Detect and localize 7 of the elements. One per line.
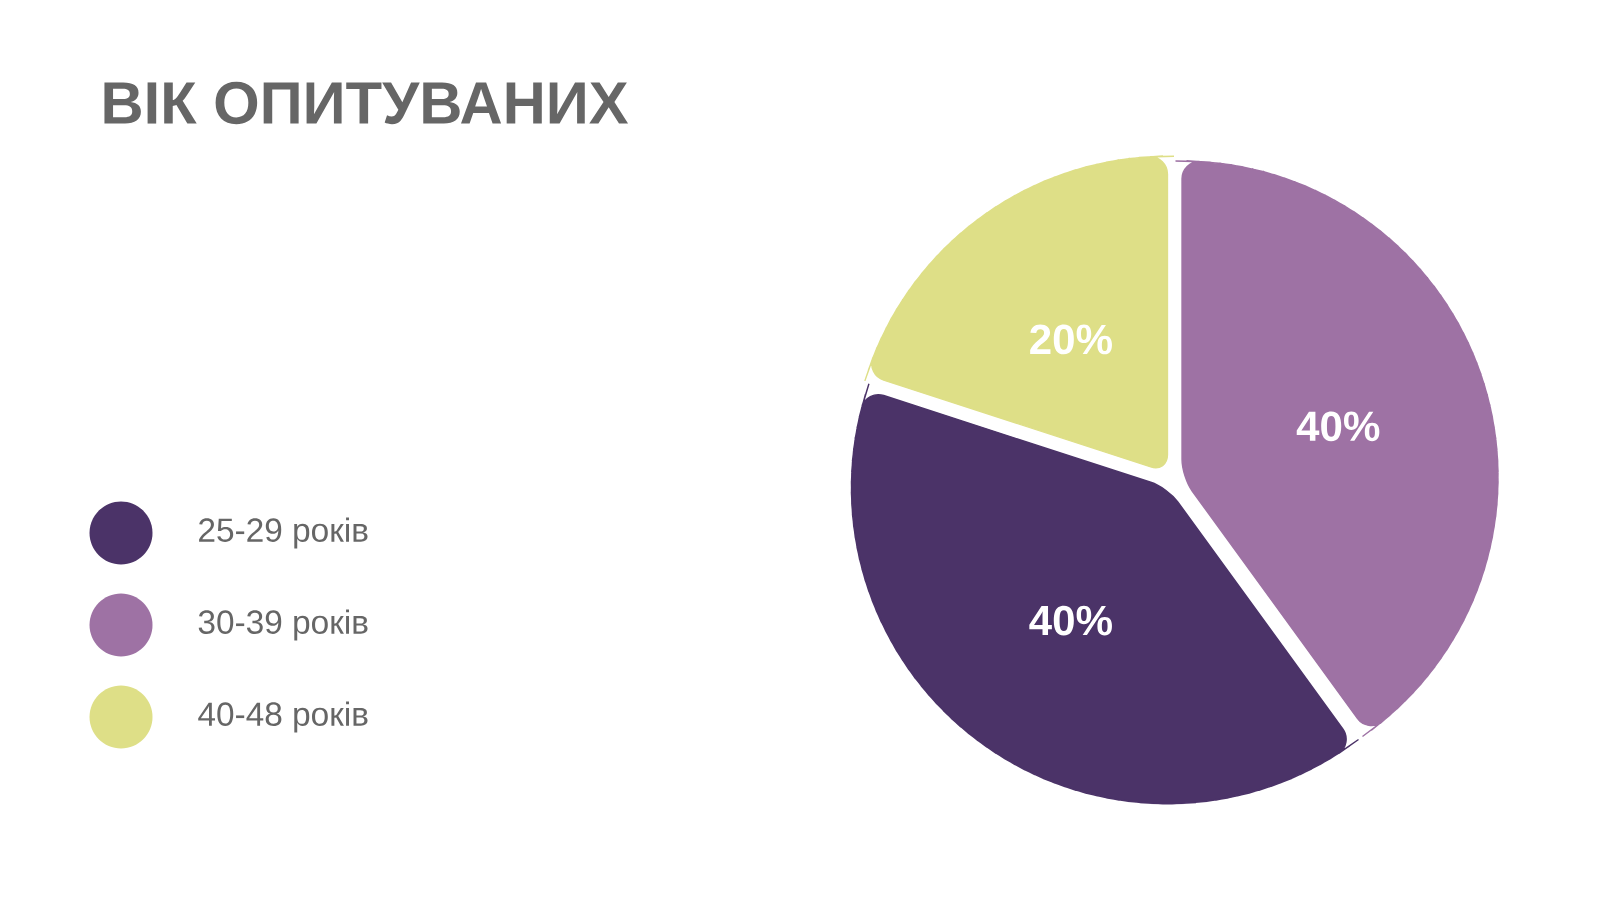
data-label: 40% xyxy=(1029,605,1112,636)
legend-label: 30-39 років xyxy=(198,609,368,641)
legend-label: 40-48 років xyxy=(198,701,368,733)
data-label: 40% xyxy=(1296,411,1380,442)
chart-title: ВІК ОПИТУВАНИХ xyxy=(104,81,629,125)
data-label: 20% xyxy=(1030,324,1112,355)
legend-label: 25-29 років xyxy=(199,517,368,549)
